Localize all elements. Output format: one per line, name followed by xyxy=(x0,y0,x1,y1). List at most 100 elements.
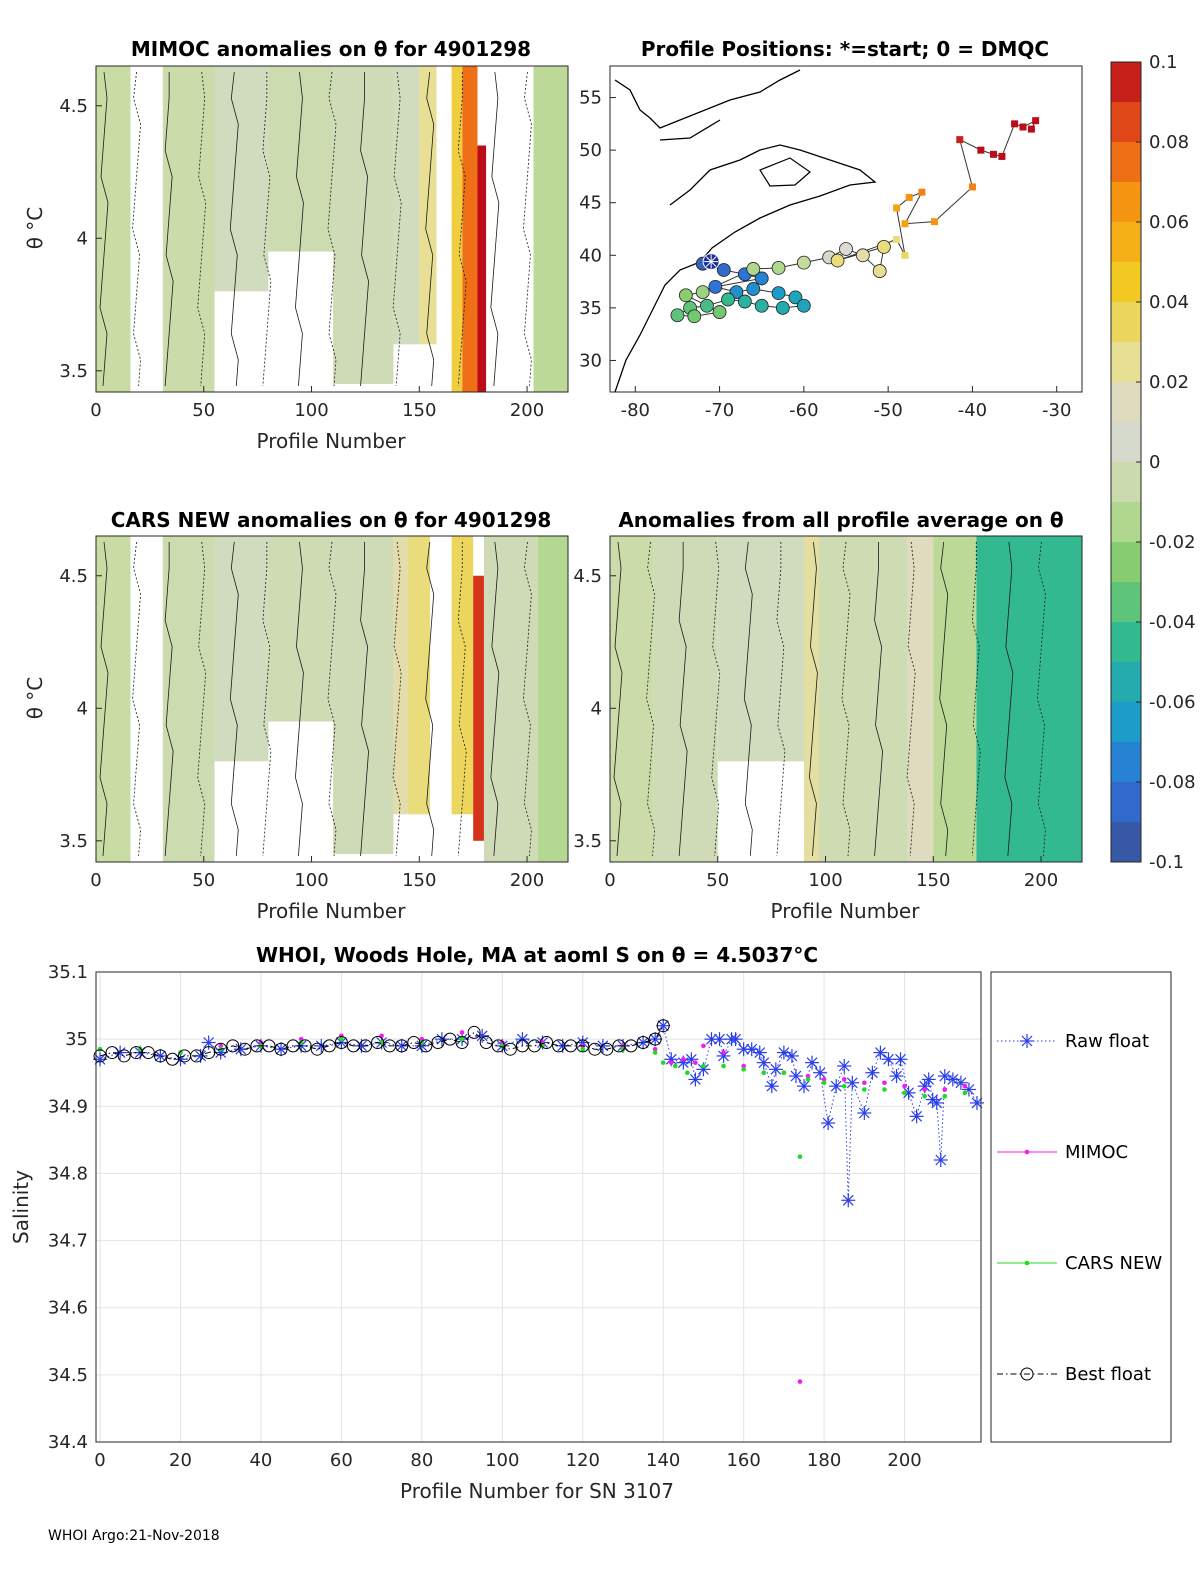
colorbar-segment xyxy=(1111,542,1141,583)
salinity-xtick-label: 120 xyxy=(566,1450,600,1471)
cars-xtick-label: 0 xyxy=(90,870,101,891)
mimoc-cell xyxy=(268,66,334,252)
map-ytick-label: 55 xyxy=(579,88,602,109)
cars-cell xyxy=(393,536,409,815)
best-float-point xyxy=(624,1039,638,1053)
realtime-profile-marker xyxy=(901,220,909,228)
salinity-ytick-label: 35 xyxy=(65,1029,88,1050)
cars-ylabel: θ °C xyxy=(23,677,47,720)
mimoc-xtick-label: 200 xyxy=(510,400,544,421)
raw-float-point xyxy=(969,1095,984,1110)
mimoc-xlabel: Profile Number xyxy=(257,429,407,453)
allavg-xlabel: Profile Number xyxy=(771,899,921,923)
cars-new-point xyxy=(652,1050,658,1055)
allavg-contour xyxy=(711,541,721,857)
dmqc-profile-marker xyxy=(855,248,870,263)
best-float-point xyxy=(600,1042,614,1056)
raw-float-point xyxy=(788,1069,803,1084)
cars-contour xyxy=(99,541,109,857)
raw-float-point xyxy=(813,1065,828,1080)
cars-contour xyxy=(392,541,402,857)
allavg-contour xyxy=(776,542,786,857)
raw-float-point xyxy=(648,1032,663,1047)
best-float-point xyxy=(262,1039,276,1053)
coastline xyxy=(759,157,811,187)
cars-xtick-label: 200 xyxy=(510,870,544,891)
colorbar-tick-label: -0.04 xyxy=(1149,612,1196,633)
salinity-xtick-label: 180 xyxy=(807,1450,841,1471)
cars-new-point xyxy=(781,1070,787,1076)
allavg-cell xyxy=(803,536,820,862)
salinity-xlabel: Profile Number for SN 3107 xyxy=(400,1479,674,1503)
map-ytick-label: 35 xyxy=(579,298,602,319)
footer-stamp: WHOI Argo:21-Nov-2018 xyxy=(48,1528,220,1544)
cars-cell xyxy=(162,536,215,862)
realtime-profile-marker xyxy=(990,150,997,158)
allavg-cell xyxy=(819,536,908,862)
dmqc-profile-marker xyxy=(754,298,769,313)
allavg-contour xyxy=(809,541,818,857)
mimoc-contour xyxy=(99,71,109,387)
cars-new-point xyxy=(761,1070,767,1076)
mimoc-ytick-label: 4 xyxy=(77,228,88,249)
cars-ytick-label: 3.5 xyxy=(59,831,88,852)
cars-cell xyxy=(473,575,484,841)
colorbar-segment xyxy=(1111,102,1141,143)
salinity-ytick-label: 34.8 xyxy=(48,1163,88,1184)
dmqc-profile-marker xyxy=(695,285,710,299)
legend-swatch-marker xyxy=(1020,1034,1034,1048)
allavg-contour xyxy=(1037,541,1046,857)
salinity-ytick-label: 35.1 xyxy=(48,962,88,983)
salinity-xtick-label: 80 xyxy=(410,1450,433,1471)
raw-float-point xyxy=(595,1038,610,1053)
salinity-ytick-label: 34.7 xyxy=(48,1231,88,1252)
cars-contour xyxy=(229,541,239,857)
mimoc-point xyxy=(652,1046,658,1052)
cars-contour xyxy=(457,542,467,857)
mimoc-point xyxy=(741,1063,746,1069)
best-float-point xyxy=(214,1042,228,1056)
allavg-contour xyxy=(906,541,916,857)
dmqc-profile-marker xyxy=(678,288,693,303)
best-float-point xyxy=(395,1039,409,1053)
mimoc-point xyxy=(693,1060,698,1065)
colorbar-tick-label: 0 xyxy=(1149,452,1160,473)
raw-float-point xyxy=(797,1079,811,1094)
raw-float-point xyxy=(274,1042,289,1057)
cars-new-point xyxy=(942,1093,948,1099)
cars-cell xyxy=(214,536,269,762)
dmqc-profile-marker xyxy=(839,242,853,256)
best-float-point xyxy=(491,1039,505,1053)
cars-new-point xyxy=(805,1077,811,1082)
allavg-xtick-label: 100 xyxy=(808,870,842,891)
allavg-xtick-label: 0 xyxy=(604,870,615,891)
mimoc-contour xyxy=(360,72,369,387)
cars-contour xyxy=(327,541,337,857)
best-float-point xyxy=(93,1049,107,1063)
cars-ytick-label: 4 xyxy=(77,698,88,719)
mimoc-point xyxy=(862,1080,867,1086)
cars-contour xyxy=(132,541,141,857)
legend-entry-label: Best float xyxy=(1065,1364,1151,1385)
map-xtick-label: -50 xyxy=(873,400,902,421)
mimoc-point xyxy=(805,1073,811,1079)
mimoc-point xyxy=(922,1087,927,1092)
allavg-xtick-label: 150 xyxy=(916,870,950,891)
realtime-profile-marker xyxy=(893,204,901,212)
map-axes-frame xyxy=(609,65,1083,393)
colorbar-tick-label: 0.1 xyxy=(1149,52,1178,73)
cars-title: CARS NEW anomalies on θ for 4901298 xyxy=(111,508,552,532)
float-track xyxy=(675,119,1037,317)
map-title: Profile Positions: *=start; 0 = DMQC xyxy=(641,37,1049,61)
mimoc-contour xyxy=(392,71,402,387)
mimoc-cell xyxy=(462,66,478,392)
legend-swatch-marker xyxy=(1020,1367,1034,1381)
start-star-ray xyxy=(710,256,717,262)
raw-float-point xyxy=(921,1072,936,1087)
colorbar-segment xyxy=(1111,222,1141,263)
dmqc-profile-marker xyxy=(788,290,803,305)
mimoc-cell xyxy=(477,145,487,392)
best-float-point xyxy=(443,1032,457,1046)
allavg-cell xyxy=(976,536,1082,862)
cars-new-point xyxy=(922,1093,927,1099)
